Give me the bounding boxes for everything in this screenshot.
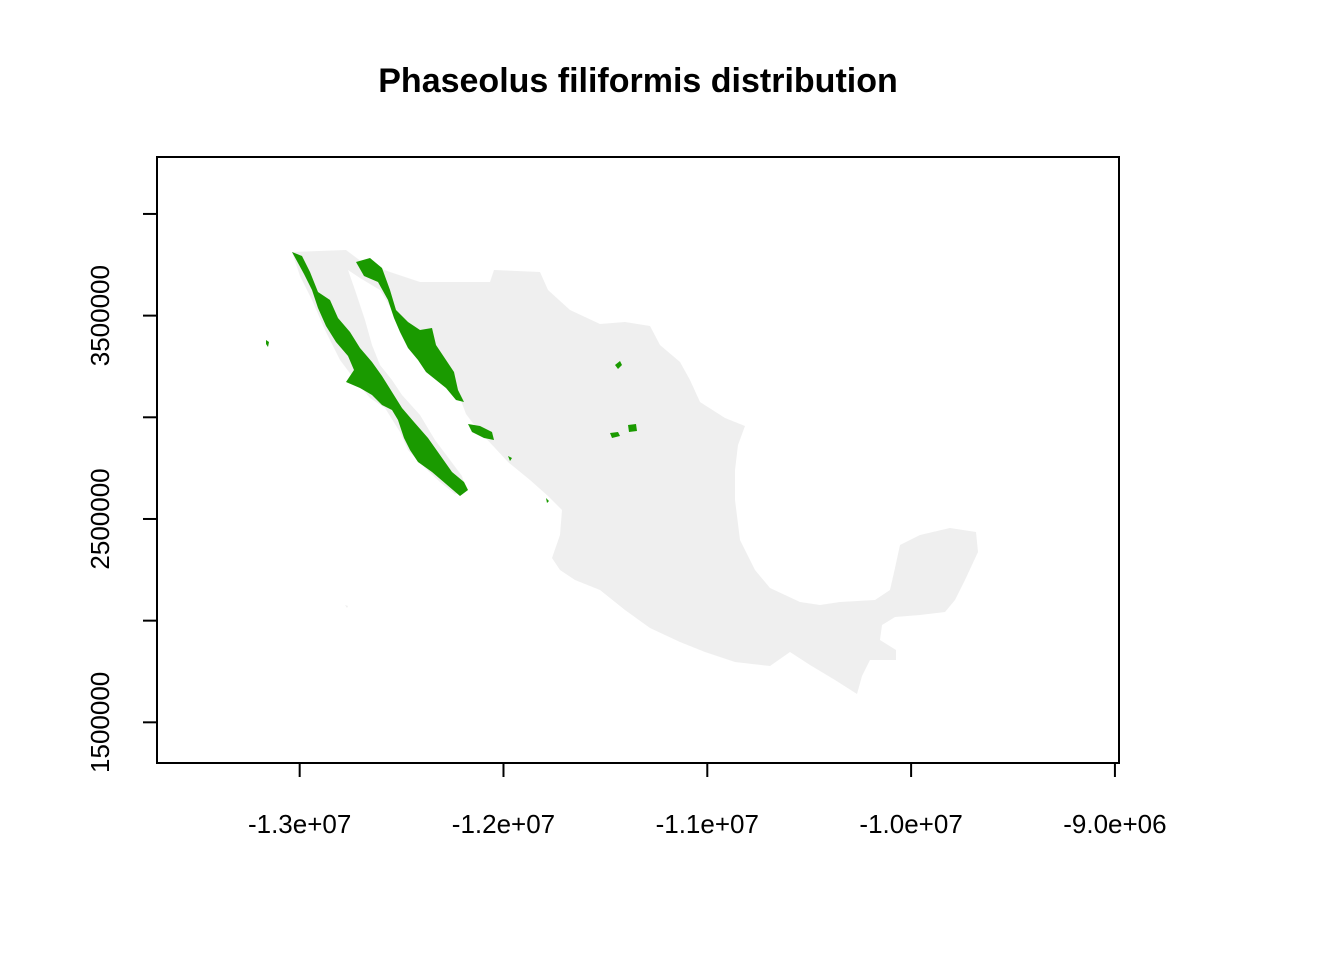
range-sonora-south bbox=[468, 424, 494, 440]
species-range bbox=[266, 252, 637, 503]
gulf-coast-island bbox=[345, 605, 348, 608]
mexico-basemap bbox=[292, 250, 978, 694]
x-tick-label: -1.0e+07 bbox=[859, 809, 962, 839]
y-tick-label: 2500000 bbox=[85, 468, 115, 569]
range-baja-california bbox=[292, 252, 468, 496]
x-tick-label: -1.3e+07 bbox=[248, 809, 351, 839]
x-tick-label: -1.1e+07 bbox=[656, 809, 759, 839]
chart-title: Phaseolus filiformis distribution bbox=[378, 62, 898, 100]
y-tick-label: 1500000 bbox=[85, 672, 115, 773]
x-axis: -1.3e+07 -1.2e+07 -1.1e+07 -1.0e+07 -9.0e+06 bbox=[248, 762, 1167, 839]
x-tick-label: -9.0e+06 bbox=[1063, 809, 1166, 839]
y-tick-label: 3500000 bbox=[85, 265, 115, 366]
mexico-mainland bbox=[292, 250, 978, 694]
y-axis: 1500000 2500000 3500000 bbox=[85, 212, 158, 773]
range-pacific-island bbox=[266, 340, 269, 347]
range-durango bbox=[610, 424, 637, 438]
x-tick-label: -1.2e+07 bbox=[452, 809, 555, 839]
range-sonora-coast bbox=[356, 258, 464, 402]
range-coahuila bbox=[615, 361, 622, 369]
